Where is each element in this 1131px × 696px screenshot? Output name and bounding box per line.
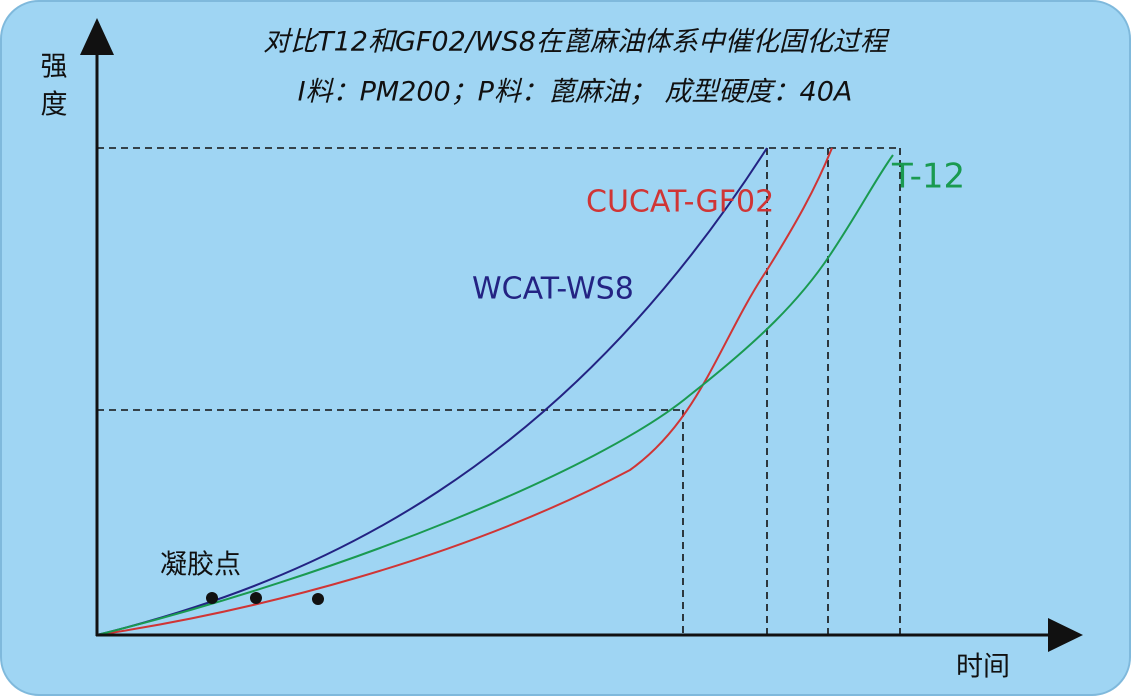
gel-dot — [250, 592, 262, 604]
y-label: 度 — [41, 90, 68, 121]
curve-label: WCAT-WS8 — [472, 272, 634, 307]
gel-label: 凝胶点 — [160, 550, 241, 581]
gel-dot — [312, 593, 324, 605]
gel-dot — [206, 592, 218, 604]
curve-label: CUCAT-GF02 — [586, 185, 774, 220]
y-label: 强 — [41, 52, 68, 83]
diagram: 对比T12和GF02/WS8在蓖麻油体系中催化固化过程 I料：PM200；P料：… — [0, 0, 1131, 696]
curve-label: T-12 — [891, 157, 965, 197]
title-line1: 对比T12和GF02/WS8在蓖麻油体系中催化固化过程 — [263, 27, 890, 58]
x-label: 时间 — [956, 652, 1010, 683]
title-line2: I料：PM200；P料：蓖麻油； 成型硬度：40A — [298, 77, 853, 108]
